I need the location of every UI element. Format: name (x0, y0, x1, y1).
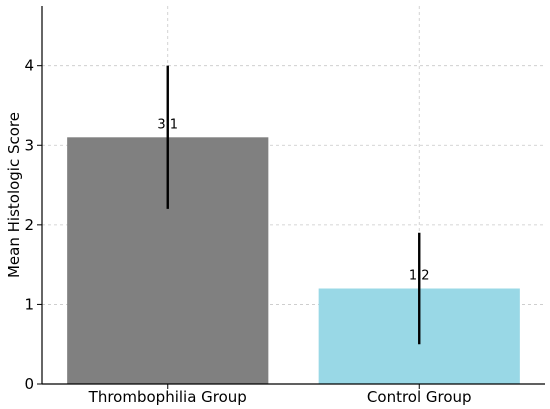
data-label: 1.2 (409, 269, 430, 284)
x-tick-label: Thrombophilia Group (88, 388, 247, 406)
y-tick-label: 4 (24, 57, 34, 75)
error-bars (166, 65, 421, 345)
y-axis-title: Mean Histologic Score (5, 112, 23, 278)
y-tick-label: 1 (24, 295, 34, 313)
y-tick-label: 2 (24, 216, 34, 234)
y-tick-label: 0 (24, 375, 34, 393)
y-tick-label: 3 (24, 136, 34, 154)
data-labels: 3.1 1.2 (157, 117, 429, 283)
data-label: 3.1 (157, 117, 178, 132)
bars (67, 137, 520, 384)
x-tick-label: Control Group (367, 388, 472, 406)
axes: 0 1 2 3 4 Thrombophilia Group Control Group (24, 6, 545, 406)
